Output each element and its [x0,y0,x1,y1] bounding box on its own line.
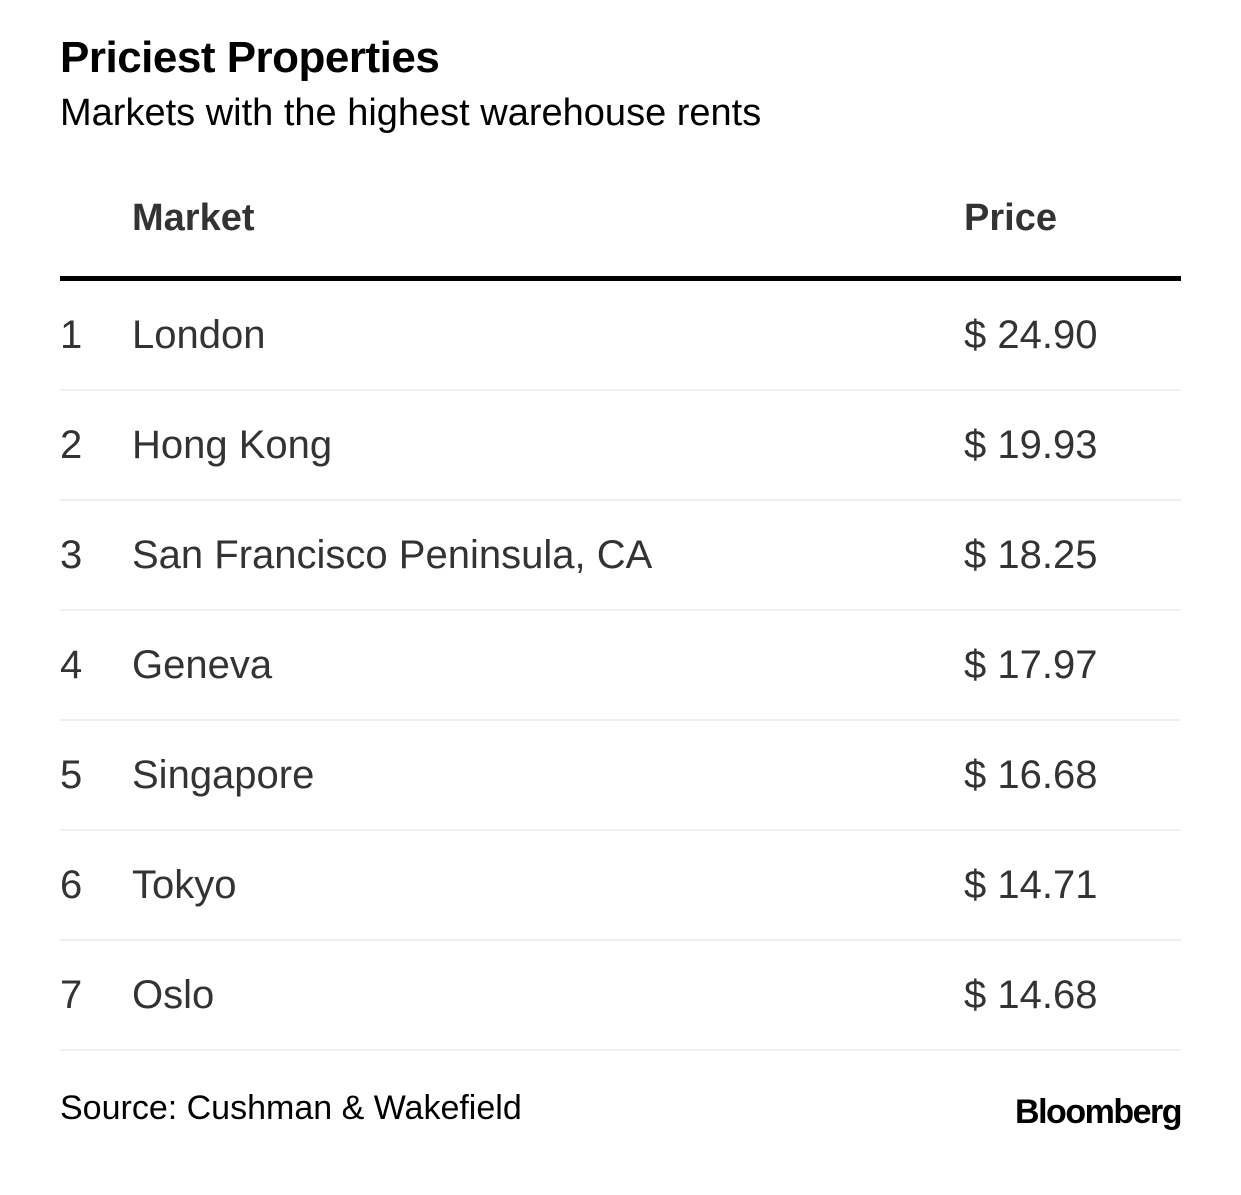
row-market: Geneva [132,643,273,687]
row-rank: 7 [60,973,83,1017]
row-rank: 2 [60,423,83,467]
table-row: 6 Tokyo $ 14.71 [60,831,1181,941]
row-rank: 5 [60,753,83,797]
table-header: Market Price [60,170,1181,281]
row-price: $ 16.68 [964,753,1098,797]
column-header-market: Market [132,197,255,239]
table-row: 4 Geneva $ 17.97 [60,611,1181,721]
row-price: $ 14.71 [964,863,1098,907]
row-rank: 3 [60,533,83,577]
row-price: $ 18.25 [964,533,1098,577]
chart-subtitle: Markets with the highest warehouse rents [60,92,762,134]
source-note: Source: Cushman & Wakefield [60,1089,522,1127]
table-body: 1 London $ 24.90 2 Hong Kong $ 19.93 3 San Fran… [60,281,1181,1051]
row-rank: 6 [60,863,83,907]
rent-table: Market Price 1 London $ 24.90 2 Hong Kong $ 1… [60,170,1181,1051]
row-market: Singapore [132,753,315,797]
row-market: Tokyo [132,863,237,907]
row-price: $ 19.93 [964,423,1098,467]
row-market: London [132,313,266,357]
row-market: Hong Kong [132,423,333,467]
row-rank: 4 [60,643,83,687]
table-row: 5 Singapore $ 16.68 [60,721,1181,831]
table-row: 7 Oslo $ 14.68 [60,941,1181,1051]
row-price: $ 17.97 [964,643,1098,687]
table-row: 2 Hong Kong $ 19.93 [60,391,1181,501]
row-price: $ 24.90 [964,313,1098,357]
chart-title: Priciest Properties [60,33,440,82]
bloomberg-logo: Bloomberg [1015,1093,1182,1131]
table-row: 3 San Francisco Peninsula, CA $ 18.25 [60,501,1181,611]
row-rank: 1 [60,313,83,357]
table-row: 1 London $ 24.90 [60,281,1181,391]
row-market: San Francisco Peninsula, CA [132,533,653,577]
row-market: Oslo [132,973,215,1017]
row-price: $ 14.68 [964,973,1098,1017]
column-header-price: Price [964,197,1057,239]
